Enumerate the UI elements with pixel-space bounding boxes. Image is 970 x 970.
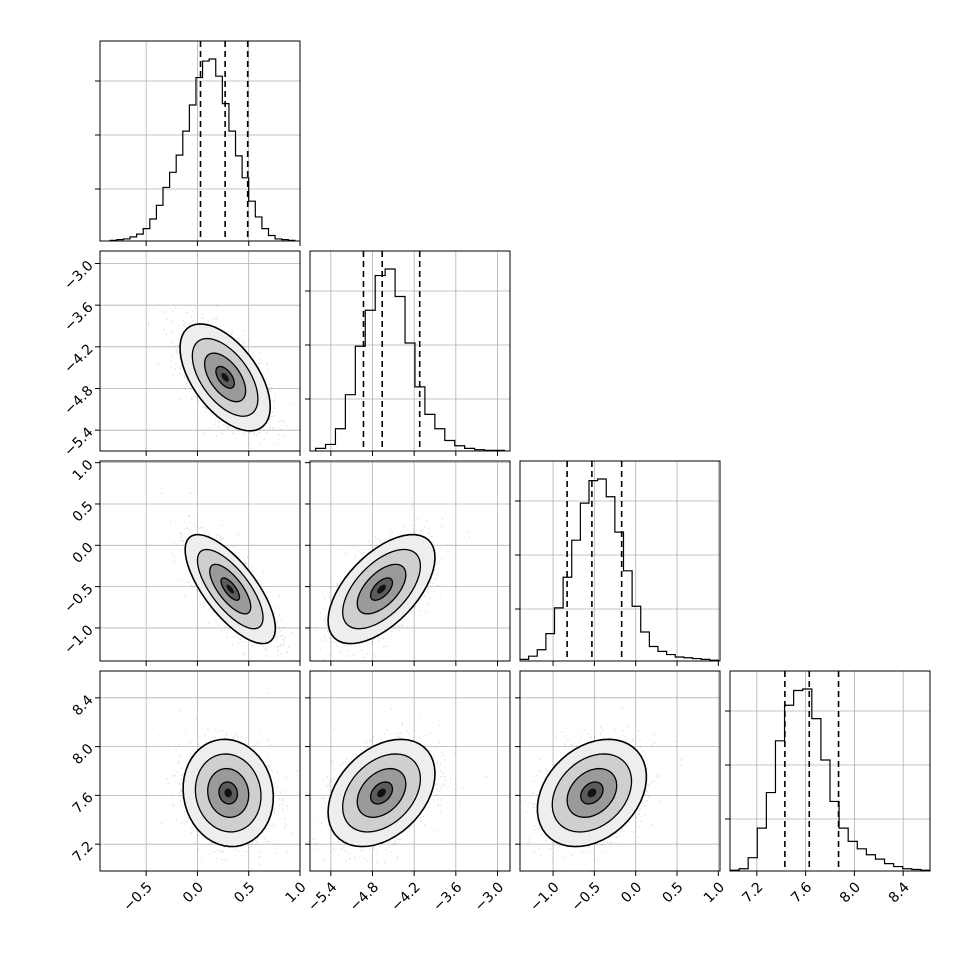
marginal-histogram-0 [109, 58, 296, 241]
y-tick-label-2-4: 1.0 [70, 457, 97, 484]
panel-2-1 [305, 460, 511, 666]
x-tick-label-3-1: 7.6 [788, 879, 815, 906]
panel-1-1 [305, 250, 511, 456]
contour-1-0-4 [221, 373, 229, 382]
panel-frame-1-1 [309, 250, 511, 452]
marginal-histogram-2 [520, 478, 719, 661]
x-tick-label-1-3: −3.6 [430, 879, 465, 914]
y-tick-label-1-0: −5.4 [61, 424, 96, 459]
panel-2-0 [95, 460, 301, 666]
x-tick-label-3-3: 8.4 [886, 879, 913, 906]
x-tick-label-3-2: 8.0 [837, 879, 864, 906]
panel-1-0 [95, 250, 301, 456]
panel-frame-2-1 [309, 460, 511, 662]
x-tick-label-2-0: −1.0 [527, 879, 562, 914]
x-tick-label-0-2: 0.5 [231, 879, 258, 906]
x-tick-label-2-4: 1.0 [701, 879, 728, 906]
x-tick-label-2-1: −0.5 [569, 879, 604, 914]
y-tick-label-2-1: −0.5 [61, 581, 96, 616]
panel-frame-2-0 [99, 460, 301, 662]
x-tick-label-0-1: 0.0 [180, 879, 207, 906]
panel-frame-3-2 [519, 670, 721, 872]
x-tick-label-3-0: 7.2 [739, 879, 766, 906]
x-tick-label-1-4: −3.0 [472, 879, 507, 914]
contour-3-1-4 [377, 788, 386, 798]
x-tick-label-1-1: −4.8 [347, 879, 382, 914]
y-tick-label-1-1: −4.8 [61, 383, 96, 418]
panel-frame-3-0 [99, 670, 301, 872]
panel-frame-1-0 [99, 250, 301, 452]
contour-3-0-4 [224, 788, 232, 798]
y-tick-label-3-0: 7.2 [70, 839, 97, 866]
panel-frame-2-2 [519, 460, 721, 662]
panel-frame-0-0 [99, 40, 301, 242]
y-tick-label-1-2: −4.2 [61, 341, 96, 376]
marginal-histogram-3 [730, 688, 930, 871]
y-tick-label-2-2: 0.0 [70, 540, 97, 567]
y-tick-label-1-3: −3.6 [61, 299, 96, 334]
contour-3-2-4 [587, 788, 597, 798]
contour-2-0-4 [226, 584, 234, 594]
x-tick-label-2-3: 0.5 [660, 879, 687, 906]
panel-3-1 [305, 670, 511, 876]
x-tick-label-2-2: 0.0 [618, 879, 645, 906]
y-tick-label-3-3: 8.4 [70, 692, 97, 719]
y-tick-label-2-3: 0.5 [70, 498, 97, 525]
panel-3-0 [95, 670, 301, 876]
y-tick-label-3-2: 8.0 [70, 741, 97, 768]
x-tick-label-1-2: −4.2 [388, 879, 423, 914]
marginal-histogram-1 [314, 268, 506, 451]
panel-3-3 [725, 670, 931, 876]
y-tick-label-3-1: 7.6 [70, 790, 97, 817]
panel-3-2 [515, 670, 721, 876]
x-tick-label-1-0: −5.4 [305, 879, 340, 914]
panel-frame-3-1 [309, 670, 511, 872]
panel-frame-3-3 [729, 670, 931, 872]
x-tick-label-0-0: −0.5 [120, 879, 155, 914]
y-tick-label-1-4: −3.0 [61, 258, 96, 293]
y-tick-label-2-0: −1.0 [61, 622, 96, 657]
panel-2-2 [515, 460, 721, 666]
contour-2-1-4 [377, 584, 386, 594]
panel-0-0 [95, 40, 301, 246]
